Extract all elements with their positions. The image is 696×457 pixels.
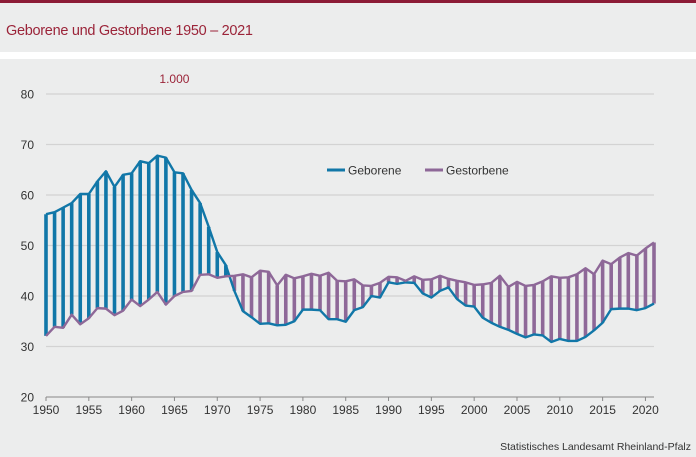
unit-label: 1.000: [159, 72, 189, 86]
x-tick-label: 1990: [375, 403, 402, 417]
x-tick-label: 1955: [75, 403, 102, 417]
series-line-geborene: [45, 154, 655, 344]
header: Geborene und Gestorbene 1950 – 2021: [0, 3, 696, 52]
y-tick-label: 30: [21, 340, 35, 354]
x-tick-label: 2000: [461, 403, 488, 417]
legend-label: Gestorbene: [446, 164, 509, 178]
x-tick-label: 2015: [589, 403, 616, 417]
x-tick-label: 2005: [504, 403, 531, 417]
x-tick-label: 1995: [418, 403, 445, 417]
x-tick-label: 1975: [247, 403, 274, 417]
x-tick-label: 1980: [290, 403, 317, 417]
x-tick-label: 1965: [161, 403, 188, 417]
chart-title: Geborene und Gestorbene 1950 – 2021: [6, 23, 253, 39]
y-tick-label: 70: [21, 138, 35, 152]
x-tick-label: 1970: [204, 403, 231, 417]
legend-label: Geborene: [348, 164, 402, 178]
y-tick-label: 40: [21, 290, 35, 304]
x-tick-label: 1950: [33, 403, 60, 417]
x-tick-label: 2010: [546, 403, 573, 417]
x-tick-label: 1960: [118, 403, 145, 417]
y-tick-label: 80: [21, 88, 35, 102]
y-tick-label: 50: [21, 239, 35, 253]
y-tick-label: 20: [21, 391, 35, 405]
y-tick-label: 60: [21, 189, 35, 203]
top-accent-bar: [0, 0, 696, 3]
source-note: Statistisches Landesamt Rheinland-Pfalz: [500, 441, 691, 453]
x-tick-label: 1985: [332, 403, 359, 417]
series-line-gestorbene: [45, 241, 655, 337]
x-tick-label: 2020: [632, 403, 659, 417]
